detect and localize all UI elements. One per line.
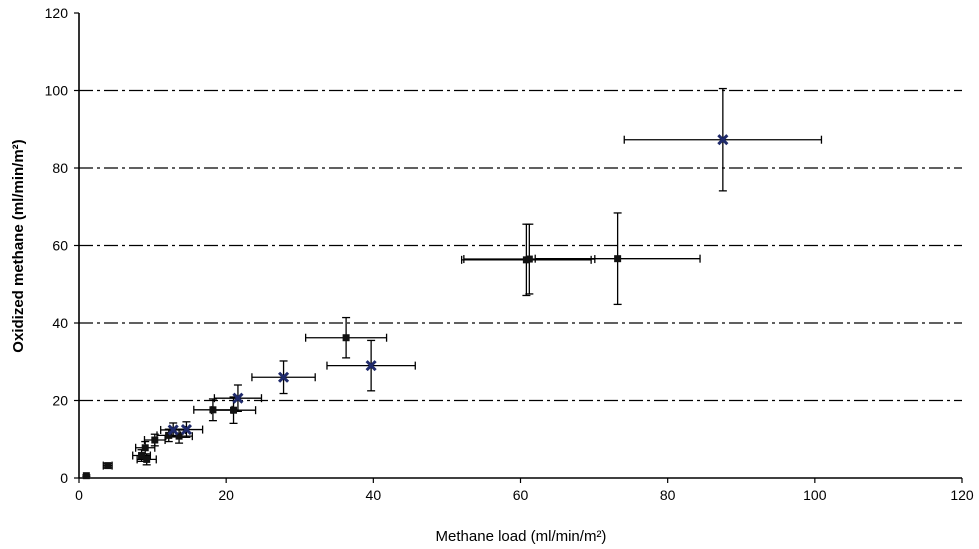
x-tick-label-0: 0 <box>75 487 83 503</box>
data-point-square-s0-p13 <box>614 255 622 263</box>
errorbars-layer <box>82 87 823 478</box>
y-tick-label-20: 20 <box>52 393 68 409</box>
data-point-x-stroke-b-s1-p1 <box>180 424 192 436</box>
data-point-x-stroke-b-s1-p4 <box>365 360 377 372</box>
data-point-square-s0-p9 <box>230 406 238 414</box>
data-point-square-s0-p1 <box>104 462 112 470</box>
y-tick-label-120: 120 <box>45 5 69 21</box>
data-point-x-stroke-b-s1-p5 <box>717 134 729 146</box>
data-point-x-stroke-b-s1-p3 <box>278 371 290 383</box>
data-point-x-s1-p0 <box>167 424 179 436</box>
data-point-square-s0-p0 <box>82 472 90 480</box>
y-tick-label-100: 100 <box>45 83 69 99</box>
data-point-x-s1-p3 <box>278 371 290 383</box>
markers-layer <box>82 134 729 480</box>
y-tick-label-0: 0 <box>60 470 68 486</box>
data-point-x-s1-p4 <box>365 360 377 372</box>
x-tick-label-120: 120 <box>950 487 974 503</box>
y-tick-label-60: 60 <box>52 238 68 254</box>
y-tick-label-40: 40 <box>52 315 68 331</box>
x-tick-label-60: 60 <box>513 487 529 503</box>
x-axis-title: Methane load (ml/min/m²) <box>436 528 607 545</box>
x-tick-label-40: 40 <box>366 487 382 503</box>
ticks-layer: 0 20 40 60 80 100 120 0 20 40 60 80 100 120 <box>45 5 974 503</box>
grid-layer <box>79 89 962 402</box>
data-point-square-s0-p5 <box>151 436 159 444</box>
data-point-square-s0-p3 <box>143 455 151 463</box>
data-point-square-s0-p6 <box>165 431 173 439</box>
data-point-x-s1-p5 <box>717 134 729 146</box>
data-point-square-s0-p4 <box>141 444 149 452</box>
data-point-x-s1-p1 <box>180 424 192 436</box>
data-point-square-s0-p7 <box>175 432 183 440</box>
data-point-square-s0-p10 <box>342 334 350 342</box>
data-point-square-s0-p2 <box>138 452 146 460</box>
x-tick-label-20: 20 <box>218 487 234 503</box>
data-point-square-s0-p12 <box>525 255 533 263</box>
y-axis-title: Oxidized methane (ml/min/m²) <box>10 139 27 352</box>
data-point-square-s0-p8 <box>209 406 217 414</box>
x-tick-label-80: 80 <box>660 487 676 503</box>
y-tick-label-80: 80 <box>52 160 68 176</box>
data-point-x-stroke-b-s1-p2 <box>232 392 244 404</box>
data-point-x-stroke-b-s1-p0 <box>167 424 179 436</box>
data-point-x-s1-p2 <box>232 392 244 404</box>
x-tick-label-100: 100 <box>803 487 827 503</box>
